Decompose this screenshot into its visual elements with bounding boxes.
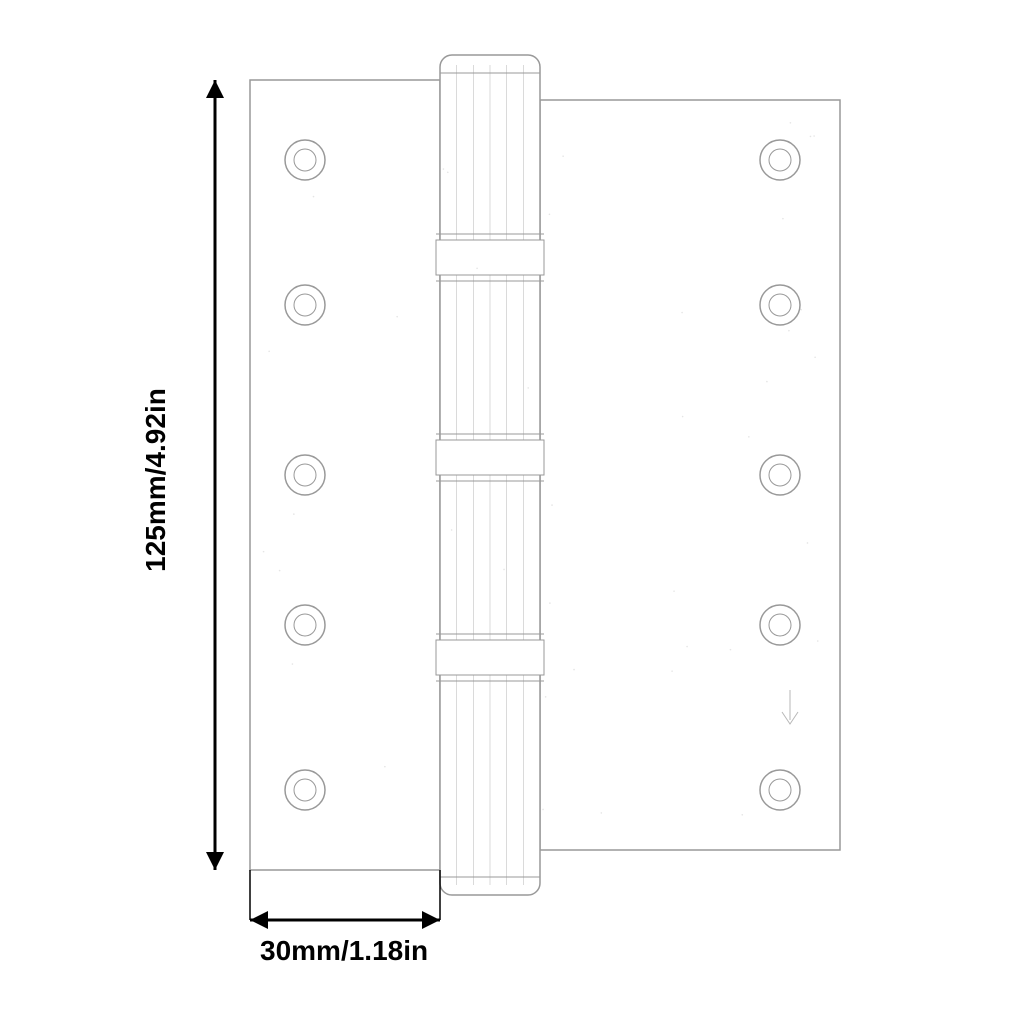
height-dimension-label: 125mm/4.92in xyxy=(140,388,171,572)
width-dimension-label: 30mm/1.18in xyxy=(260,935,428,966)
